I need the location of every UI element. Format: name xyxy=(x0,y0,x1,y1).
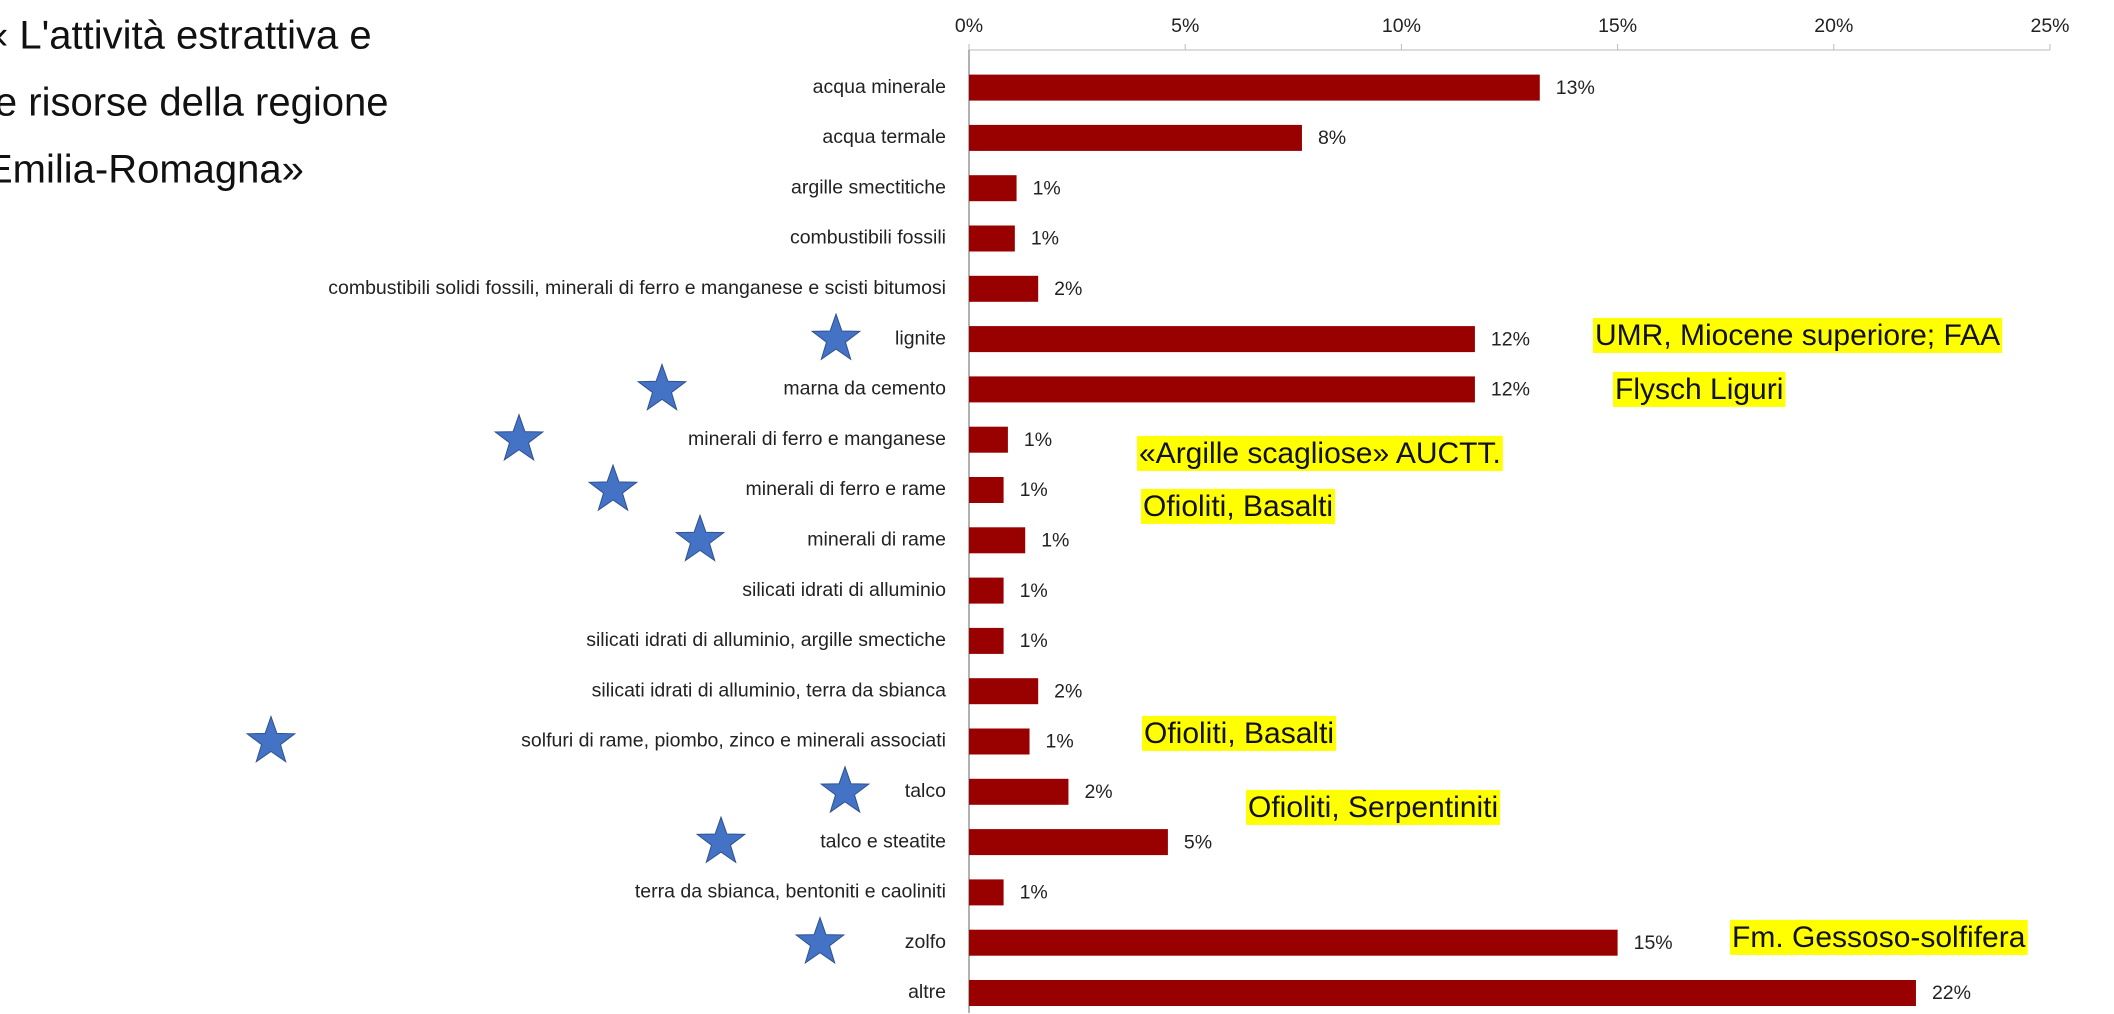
annotation: Fm. Gessoso-solfifera xyxy=(1730,919,2028,955)
chart-title: Emilia-Romagna» xyxy=(0,148,304,192)
category-label: silicati idrati di alluminio, argille sm… xyxy=(586,629,946,651)
category-label: talco e steatite xyxy=(820,830,946,852)
category-label: altre xyxy=(908,981,946,1003)
annotation-text: Ofioliti, Basalti xyxy=(1144,717,1334,750)
highlight xyxy=(1730,919,2028,955)
category-label: marna da cemento xyxy=(783,378,946,400)
category-label: terra da sbianca, bentoniti e caoliniti xyxy=(635,881,946,903)
bar xyxy=(969,326,1475,353)
bar xyxy=(969,124,1302,151)
annotation: Ofioliti, Basalti xyxy=(1142,715,1337,751)
star-icon xyxy=(245,714,297,763)
value-label: 5% xyxy=(1184,831,1212,853)
value-label: 1% xyxy=(1031,228,1059,250)
annotation-text: Fm. Gessoso-solfifera xyxy=(1732,921,2026,954)
value-label: 1% xyxy=(1020,479,1048,501)
value-label: 1% xyxy=(1020,882,1048,904)
chart-title: « L'attività estrattiva e xyxy=(0,14,372,58)
bar xyxy=(969,477,1004,503)
x-tick-label: 0% xyxy=(955,15,983,37)
x-tick-label: 10% xyxy=(1382,15,1421,37)
category-label: combustibili fossili xyxy=(790,227,946,249)
category-label: lignite xyxy=(895,327,946,349)
annotation-text: «Argille scagliose» AUCTT. xyxy=(1139,437,1501,470)
highlight xyxy=(1142,715,1337,751)
category-label: argille smectitiche xyxy=(791,176,946,198)
value-label: 2% xyxy=(1054,680,1082,702)
value-label: 13% xyxy=(1556,77,1595,99)
category-label: acqua minerale xyxy=(813,76,946,98)
value-label: 2% xyxy=(1084,781,1112,803)
bar xyxy=(969,426,1008,453)
annotation-text: Ofioliti, Basalti xyxy=(1143,490,1333,523)
highlight xyxy=(1141,488,1336,524)
star-icon xyxy=(810,312,862,361)
annotation: UMR, Miocene superiore; FAA xyxy=(1593,317,2003,353)
bar xyxy=(969,225,1015,252)
annotation-text: Ofioliti, Serpentiniti xyxy=(1248,791,1498,824)
value-label: 1% xyxy=(1046,731,1074,753)
category-label: solfuri di rame, piombo, zinco e mineral… xyxy=(521,730,946,752)
annotation-text: UMR, Miocene superiore; FAA xyxy=(1595,319,2000,352)
highlight xyxy=(1246,789,1501,825)
bar xyxy=(969,929,1618,956)
category-label: acqua termale xyxy=(822,126,946,148)
highlight xyxy=(1593,317,2003,353)
category-label: silicati idrati di alluminio, terra da s… xyxy=(592,679,947,701)
bar xyxy=(969,527,1026,554)
value-label: 1% xyxy=(1020,630,1048,652)
star-icon xyxy=(695,815,747,864)
star-icon xyxy=(493,413,545,462)
bar xyxy=(969,376,1475,403)
x-tick-label: 5% xyxy=(1171,15,1199,37)
annotation: Ofioliti, Serpentiniti xyxy=(1246,789,1501,825)
x-tick-label: 20% xyxy=(1814,15,1853,37)
chart-title: le risorse della regione xyxy=(0,81,388,125)
star-icon xyxy=(819,765,871,814)
star-icon xyxy=(674,513,726,562)
value-label: 8% xyxy=(1318,127,1346,149)
category-label: minerali di ferro e manganese xyxy=(688,428,946,450)
annotation: Flysch Liguri xyxy=(1613,371,1786,407)
bar xyxy=(969,627,1004,654)
value-label: 22% xyxy=(1932,982,1971,1004)
bar xyxy=(969,74,1540,101)
category-label: minerali di ferro e rame xyxy=(746,478,946,500)
category-label: talco xyxy=(905,780,946,802)
value-label: 2% xyxy=(1054,278,1082,300)
bar xyxy=(969,175,1017,202)
star-icon xyxy=(794,916,846,965)
bar xyxy=(969,577,1004,604)
bar xyxy=(969,980,1916,1006)
value-label: 1% xyxy=(1033,177,1061,199)
star-icon xyxy=(587,463,639,512)
star-icon xyxy=(636,362,688,411)
annotation-text: Flysch Liguri xyxy=(1615,373,1783,406)
bar xyxy=(969,778,1069,805)
bar xyxy=(969,275,1039,302)
bar xyxy=(969,678,1039,705)
value-label: 1% xyxy=(1041,529,1069,551)
highlight xyxy=(1137,435,1503,471)
bar xyxy=(969,879,1004,906)
highlight xyxy=(1613,371,1786,407)
bar xyxy=(969,728,1030,755)
value-label: 12% xyxy=(1491,379,1530,401)
x-tick-label: 25% xyxy=(2030,15,2069,37)
x-tick-label: 15% xyxy=(1598,15,1637,37)
value-label: 15% xyxy=(1634,932,1673,954)
annotation: «Argille scagliose» AUCTT. xyxy=(1137,435,1503,471)
annotation: Ofioliti, Basalti xyxy=(1141,488,1336,524)
category-label: silicati idrati di alluminio xyxy=(742,579,946,601)
value-label: 12% xyxy=(1491,328,1530,350)
bar xyxy=(969,829,1168,856)
value-label: 1% xyxy=(1020,580,1048,602)
category-label: minerali di rame xyxy=(807,528,946,550)
value-label: 1% xyxy=(1024,429,1052,451)
category-label: combustibili solidi fossili, minerali di… xyxy=(328,277,946,299)
category-label: zolfo xyxy=(905,931,946,953)
